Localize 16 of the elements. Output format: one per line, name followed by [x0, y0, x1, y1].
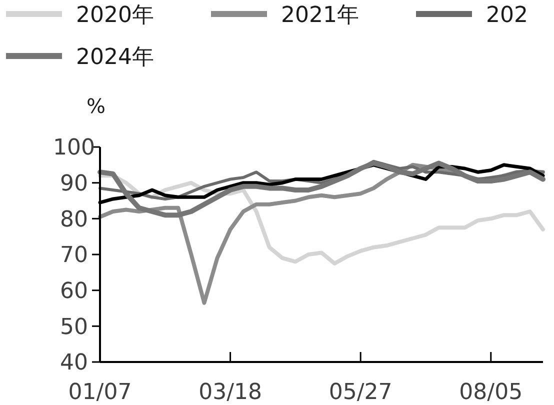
x-tick-label: 03/18: [198, 380, 262, 405]
y-tick-label: 80: [60, 207, 88, 232]
legend-label: 2024年: [76, 45, 154, 70]
x-tick-label: 08/05: [459, 380, 523, 405]
legend-label: 2020年: [76, 3, 154, 28]
y-tick-label: 70: [60, 243, 88, 268]
y-tick-label: 100: [53, 136, 95, 161]
y-tick-label: 40: [60, 350, 88, 376]
legend-label: 2021年: [281, 3, 359, 28]
y-axis-title: %: [86, 94, 106, 118]
y-tick-label: 60: [60, 279, 88, 304]
y-tick-label: 50: [60, 314, 88, 340]
legend-label: 202: [486, 3, 528, 28]
y-tick-label: 90: [60, 172, 88, 197]
x-tick-label: 01/07: [68, 380, 132, 405]
x-tick-label: 05/27: [328, 380, 392, 405]
